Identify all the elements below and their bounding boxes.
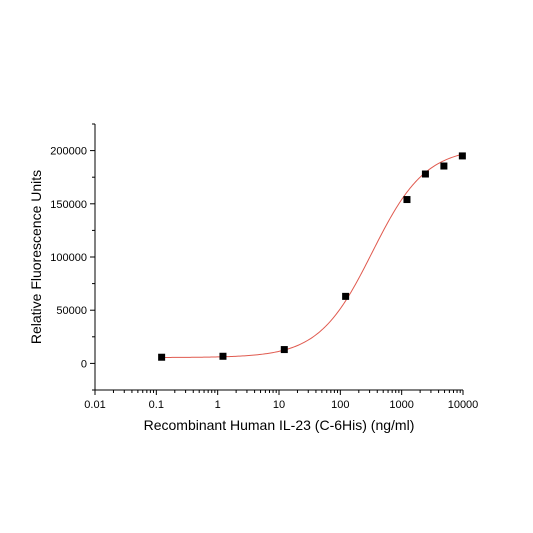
data-point [421,170,429,178]
ticks [90,123,464,395]
fit-curve-layer [161,153,463,358]
x-tick-label: 1000 [389,399,413,411]
y-tick-label: 50000 [56,305,87,317]
x-tick-label: 0.01 [84,399,105,411]
y-tick-label: 100000 [50,252,87,264]
tick-labels: 0.01 0.1 1 10 100 1000 10000050000100000150000… [50,146,478,411]
fit-curve-line [161,153,463,358]
y-tick-label: 150000 [50,199,87,211]
x-tick-label: 10 [273,399,285,411]
x-tick-label: 10000 [448,399,479,411]
data-point [219,352,227,360]
data-point [440,162,448,170]
data-point [158,353,166,361]
x-tick-label: 1 [215,399,221,411]
y-tick-label: 0 [81,358,87,370]
data-point [458,152,466,160]
data-points-layer [158,152,466,361]
x-tick-label: 0.1 [149,399,164,411]
x-axis-title: Recombinant Human IL-23 (C-6His) (ng/ml) [144,417,415,433]
axes [94,124,463,391]
data-point [403,196,411,204]
x-tick-label: 100 [331,399,349,411]
y-tick-label: 200000 [50,146,87,158]
data-point [280,346,288,354]
data-point [342,292,350,300]
y-axis-title: Relative Fluorescence Units [28,170,44,344]
